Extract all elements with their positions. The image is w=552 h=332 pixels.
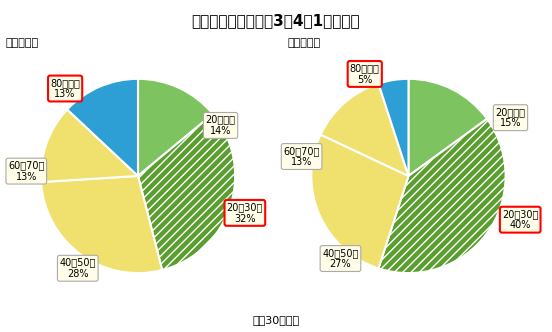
Wedge shape: [41, 110, 138, 182]
Text: 20～30代
40%: 20～30代 40%: [502, 209, 538, 230]
Wedge shape: [408, 79, 487, 176]
Text: 80歳以上
13%: 80歳以上 13%: [50, 78, 80, 99]
Wedge shape: [138, 79, 213, 176]
Text: 40～50代
27%: 40～50代 27%: [322, 248, 359, 269]
Wedge shape: [41, 176, 162, 273]
Wedge shape: [67, 79, 138, 176]
Text: ５月30日時点: ５月30日時点: [252, 315, 300, 325]
Wedge shape: [379, 119, 506, 273]
Text: 80歳以上
5%: 80歳以上 5%: [350, 63, 380, 85]
Text: 40～50代
28%: 40～50代 28%: [60, 257, 96, 279]
Text: 60～70代
13%: 60～70代 13%: [8, 160, 45, 182]
Wedge shape: [138, 114, 235, 270]
Text: 20歳未満
14%: 20歳未満 14%: [205, 115, 236, 136]
Text: 【一宮市】: 【一宮市】: [6, 38, 39, 48]
Wedge shape: [379, 79, 408, 176]
Text: 20歳未満
15%: 20歳未満 15%: [496, 107, 526, 128]
Text: 60～70代
13%: 60～70代 13%: [283, 146, 320, 167]
Text: 年代別の割合（令和3年4月1日以降）: 年代別の割合（令和3年4月1日以降）: [192, 13, 360, 28]
Text: 20～30代
32%: 20～30代 32%: [227, 202, 263, 224]
Text: 【愛知県】: 【愛知県】: [287, 38, 320, 48]
Wedge shape: [311, 134, 408, 268]
Wedge shape: [321, 84, 408, 176]
